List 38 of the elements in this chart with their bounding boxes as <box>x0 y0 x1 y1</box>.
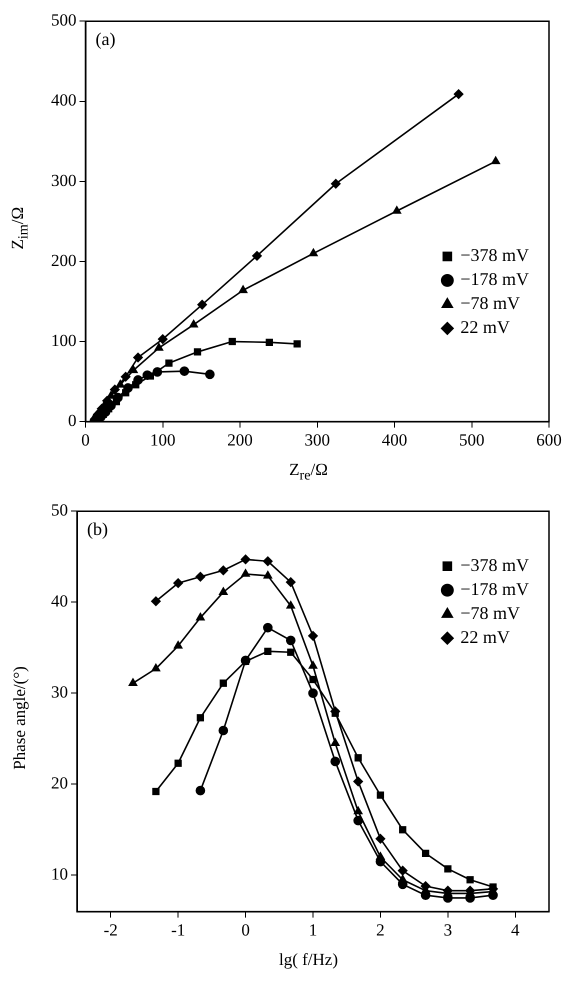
x-tick-label: 400 <box>382 430 408 450</box>
x-tick-label: 4 <box>511 920 520 940</box>
y-tick-label: 20 <box>51 774 68 793</box>
annotation: (b) <box>87 518 108 539</box>
x-tick-label: 100 <box>150 430 176 450</box>
x-axis-title: Z$_{re}$/Ω <box>288 460 329 484</box>
y-tick-label: 30 <box>51 682 68 702</box>
y-tick-label: 50 <box>51 500 68 520</box>
legend-label: −178 mV <box>460 269 530 290</box>
legend-label: −178 mV <box>460 578 530 599</box>
y-axis-title: Phase angle/(°) <box>10 666 30 770</box>
annotation: (a) <box>96 28 116 49</box>
y-tick-label: 200 <box>51 250 76 270</box>
x-tick-label: 0 <box>81 430 90 450</box>
x-tick-label: 600 <box>536 430 562 450</box>
y-tick-label: 0 <box>68 411 76 430</box>
x-tick-label: -2 <box>104 920 118 940</box>
x-tick-label: 2 <box>376 920 385 940</box>
y-tick-label: 300 <box>51 170 76 190</box>
y-tick-label: 40 <box>51 592 68 611</box>
x-axis-title: lg( f/Hz) <box>278 950 339 970</box>
legend-label: −78 mV <box>460 293 520 314</box>
legend-label: −378 mV <box>460 554 530 575</box>
x-tick-label: -1 <box>171 920 186 940</box>
x-tick-label: 300 <box>304 430 330 450</box>
x-tick-label: 0 <box>241 920 250 940</box>
legend-label: −78 mV <box>460 602 520 623</box>
legend-label: 22 mV <box>460 626 510 647</box>
y-tick-label: 100 <box>51 330 76 350</box>
x-tick-label: 1 <box>308 920 318 940</box>
x-tick-label: 3 <box>444 920 452 940</box>
legend-label: 22 mV <box>460 317 510 338</box>
legend-label: −378 mV <box>460 245 530 266</box>
x-tick-label: 200 <box>227 430 253 450</box>
y-tick-label: 10 <box>51 864 68 884</box>
y-tick-label: 500 <box>51 10 76 30</box>
x-tick-label: 500 <box>459 430 484 450</box>
y-tick-label: 400 <box>51 90 76 110</box>
